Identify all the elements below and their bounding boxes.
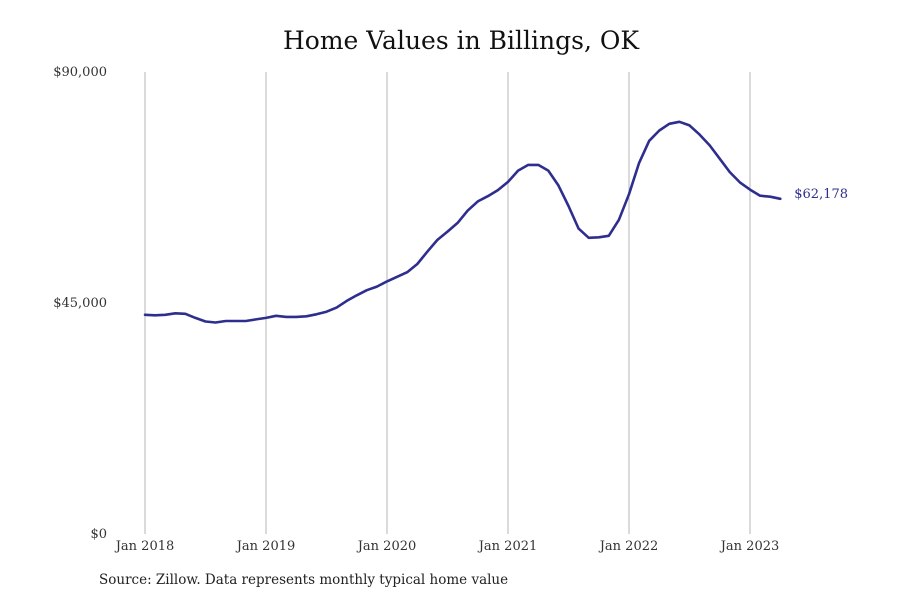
x-tick-label: Jan 2019 (235, 539, 296, 554)
y-tick-label: $90,000 (53, 65, 107, 80)
x-tick-label: Jan 2022 (598, 539, 659, 554)
y-tick-label: $45,000 (53, 296, 107, 311)
chart-title: Home Values in Billings, OK (282, 26, 640, 55)
x-axis-ticks: Jan 2018 Jan 2019 Jan 2020 Jan 2021 Jan 2022… (114, 539, 780, 554)
gridlines (144, 72, 751, 534)
x-tick-label: Jan 2018 (114, 539, 175, 554)
y-tick-label: $0 (90, 527, 107, 542)
x-tick-label: Jan 2021 (477, 539, 538, 554)
x-tick-label: Jan 2023 (719, 539, 780, 554)
series-line (143, 120, 782, 324)
source-note: Source: Zillow. Data represents monthly … (99, 572, 509, 588)
x-tick-label: Jan 2020 (356, 539, 417, 554)
series-lines (143, 120, 782, 324)
y-axis-ticks: $0 $45,000 $90,000 (53, 65, 107, 542)
end-value-label: $62,178 (794, 187, 848, 202)
end-labels: $62,178 (794, 187, 848, 202)
